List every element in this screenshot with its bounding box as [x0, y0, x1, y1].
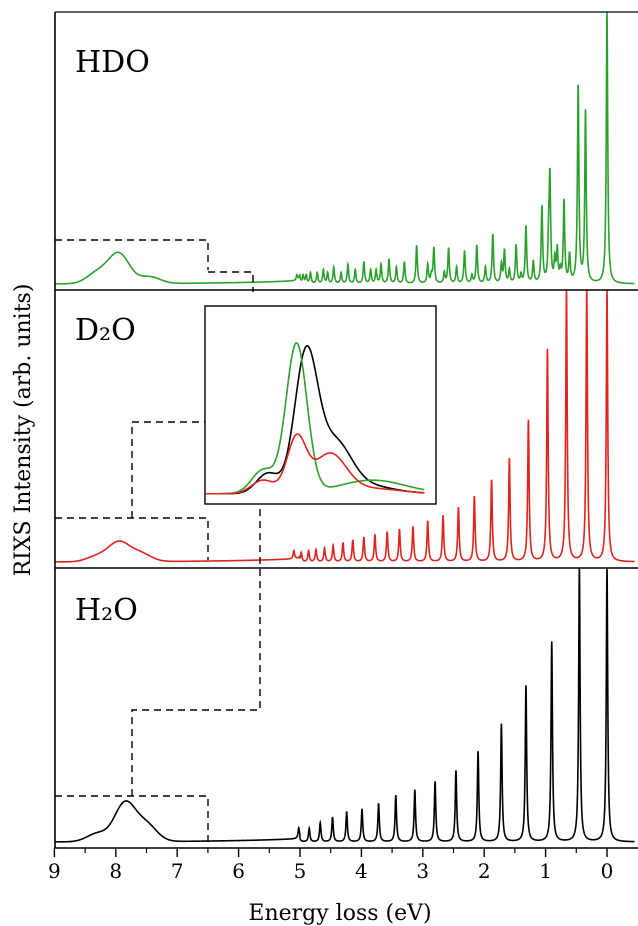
y-axis-title: RIXS Intensity (arb. units) [11, 284, 36, 577]
dashed-link-d2o [131, 421, 205, 518]
x-tick-label-0: 0 [601, 859, 614, 883]
dashed-box-hdo [55, 239, 209, 270]
panel-label-d2o: D₂O [75, 313, 136, 348]
dashed-box-d2o [55, 517, 209, 560]
dashed-step-hdo [208, 271, 254, 292]
inset-frame [204, 305, 437, 505]
x-axis-title: Energy loss (eV) [248, 901, 431, 926]
inset-line-0 [206, 345, 425, 495]
inset-plot [204, 305, 437, 505]
panel-label-hdo: HDO [75, 45, 150, 80]
x-tick-label-7: 7 [171, 859, 184, 883]
x-tick-label-3: 3 [416, 859, 429, 883]
spectrum-line-1 [55, 290, 635, 563]
panel-label-h2o: H₂O [75, 593, 138, 628]
x-tick-label-9: 9 [48, 859, 61, 883]
dashed-link-h2o [131, 496, 261, 796]
x-tick-label-5: 5 [294, 859, 307, 883]
x-tick-label-8: 8 [109, 859, 122, 883]
x-axis: 9 8 7 6 5 4 3 2 1 0 [48, 848, 613, 883]
spectrum-line-2 [55, 568, 635, 843]
x-tick-label-2: 2 [478, 859, 491, 883]
x-tick-label-1: 1 [539, 859, 552, 883]
x-tick-label-6: 6 [232, 859, 245, 883]
inset-line-1 [206, 341, 425, 495]
spectrum-line-0 [55, 12, 635, 285]
inset-line-2 [206, 433, 425, 495]
dashed-box-h2o [55, 795, 209, 842]
plot-frame [54, 11, 638, 849]
x-tick-label-4: 4 [355, 859, 368, 883]
spectra-panels [55, 12, 635, 843]
